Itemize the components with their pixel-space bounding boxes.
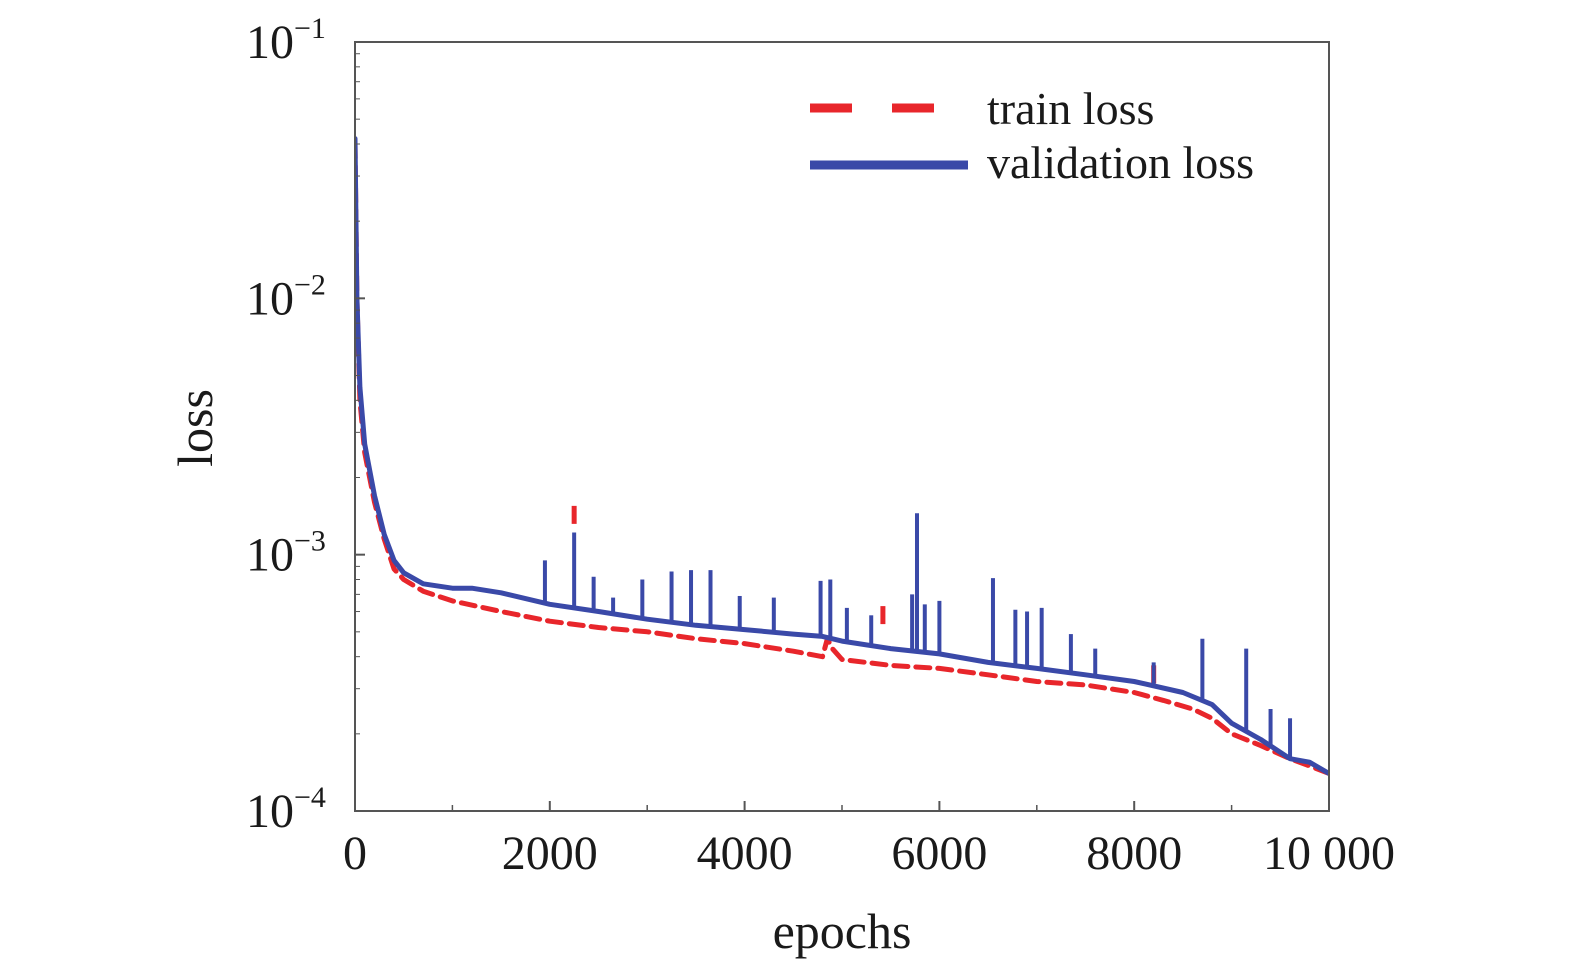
series-validation-loss <box>355 136 1329 776</box>
legend-train-label: train loss <box>987 83 1154 134</box>
y-tick-base: 10 <box>246 785 294 838</box>
x-tick-label: 2000 <box>502 827 598 880</box>
x-axis: 0 2000 4000 6000 8000 10 000 <box>343 801 1395 880</box>
y-tick-exponent: −3 <box>294 525 326 558</box>
y-tick-exponent: −4 <box>294 781 326 814</box>
legend-validation-label: validation loss <box>987 137 1254 188</box>
y-tick-label: 10−3 <box>246 525 326 582</box>
x-tick-label: 6000 <box>891 827 987 880</box>
y-tick-exponent: −2 <box>294 268 326 301</box>
x-tick-label: 0 <box>343 827 367 880</box>
x-tick-label: 10 000 <box>1263 827 1395 880</box>
y-tick-base: 10 <box>246 272 294 325</box>
train-loss-line <box>355 141 1329 776</box>
x-tick-label: 8000 <box>1086 827 1182 880</box>
y-tick-label: 10−4 <box>246 781 326 838</box>
series-train-loss <box>355 141 1329 776</box>
y-tick-exponent: −1 <box>294 12 326 45</box>
y-tick-base: 10 <box>246 16 294 69</box>
y-tick-base: 10 <box>246 529 294 582</box>
y-tick-label: 10−1 <box>246 12 326 69</box>
x-tick-label: 4000 <box>697 827 793 880</box>
series-layer <box>355 136 1329 776</box>
x-axis-label: epochs <box>773 903 912 959</box>
legend: train loss validation loss <box>810 83 1254 188</box>
y-axis-label: loss <box>167 389 223 467</box>
validation-loss-line <box>355 136 1329 776</box>
y-tick-label: 10−2 <box>246 268 326 325</box>
y-axis: 10−110−210−310−4 <box>246 12 365 838</box>
